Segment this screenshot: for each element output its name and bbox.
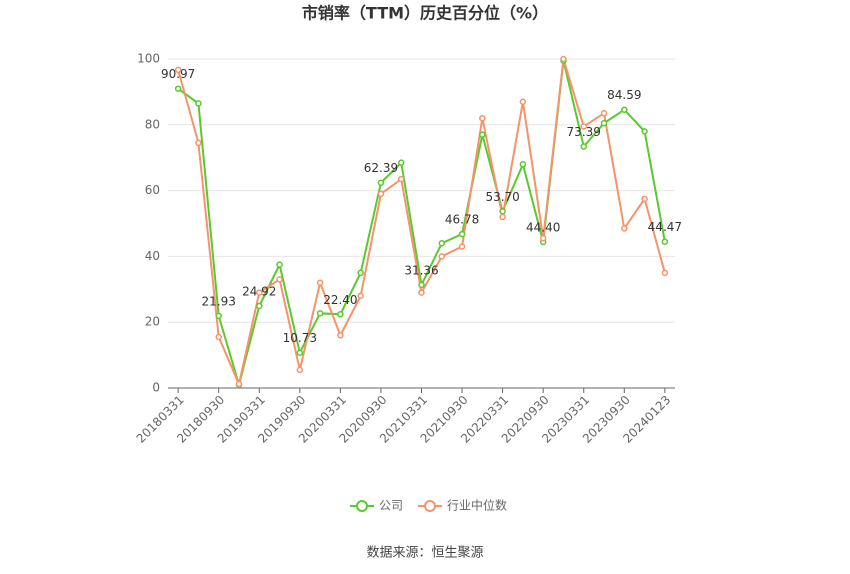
series-line xyxy=(177,60,666,389)
point xyxy=(256,289,263,296)
point xyxy=(621,225,628,232)
point xyxy=(337,332,344,339)
data-label: 73.39 xyxy=(567,125,601,139)
point xyxy=(276,261,283,268)
point xyxy=(418,281,425,289)
data-label: 90.97 xyxy=(161,67,195,81)
legend-marker xyxy=(356,500,368,512)
data-label: 53.70 xyxy=(485,190,519,204)
point xyxy=(479,131,486,138)
point xyxy=(316,310,324,317)
point xyxy=(499,213,506,221)
data-label: 44.40 xyxy=(526,220,560,234)
point xyxy=(580,143,587,150)
point xyxy=(600,110,608,117)
legend-label: 公司 xyxy=(379,499,403,513)
point xyxy=(458,230,466,238)
point xyxy=(560,55,567,63)
point xyxy=(337,311,344,318)
data-label: 21.93 xyxy=(202,294,236,308)
y-tick-label: 40 xyxy=(145,249,160,263)
point xyxy=(397,175,405,183)
data-label: 22.40 xyxy=(323,293,357,307)
chart-title: 市销率（TTM）历史百分位（%） xyxy=(302,4,548,23)
point xyxy=(215,333,222,341)
point xyxy=(479,114,486,122)
point xyxy=(296,349,304,356)
point xyxy=(215,312,222,320)
data-label: 62.39 xyxy=(364,161,398,175)
y-tick-label: 80 xyxy=(145,117,160,131)
y-tick-label: 100 xyxy=(137,52,160,66)
point xyxy=(357,292,364,300)
point xyxy=(661,238,669,245)
point xyxy=(357,269,364,277)
point xyxy=(296,366,304,374)
point xyxy=(316,279,324,286)
point xyxy=(458,243,466,250)
point xyxy=(418,289,425,296)
data-label: 44.47 xyxy=(648,220,682,234)
data-label: 31.36 xyxy=(404,263,438,277)
point xyxy=(499,208,506,215)
point xyxy=(174,66,182,74)
y-tick-label: 60 xyxy=(145,183,160,197)
legend-marker xyxy=(424,500,436,512)
data-label: 46.78 xyxy=(445,213,479,227)
point xyxy=(397,159,405,166)
point xyxy=(600,119,608,127)
point xyxy=(377,190,385,198)
point xyxy=(256,302,263,310)
point xyxy=(519,98,527,106)
y-tick-label: 0 xyxy=(152,381,160,395)
point xyxy=(276,276,283,283)
legend-label: 行业中位数 xyxy=(447,498,507,513)
point xyxy=(195,139,202,147)
point xyxy=(661,269,669,277)
point xyxy=(580,123,587,130)
point xyxy=(641,195,648,203)
data-label: 84.59 xyxy=(607,88,641,102)
point xyxy=(539,235,547,242)
y-tick-label: 20 xyxy=(145,315,160,329)
point xyxy=(377,179,385,186)
data-label: 10.73 xyxy=(283,331,317,345)
source: 数据来源：恒生聚源 xyxy=(366,546,483,561)
point xyxy=(195,100,202,107)
point xyxy=(438,253,446,260)
point xyxy=(174,85,182,92)
point xyxy=(519,161,527,168)
point xyxy=(438,239,446,247)
point xyxy=(621,106,628,113)
point xyxy=(641,128,648,135)
point xyxy=(235,380,243,388)
